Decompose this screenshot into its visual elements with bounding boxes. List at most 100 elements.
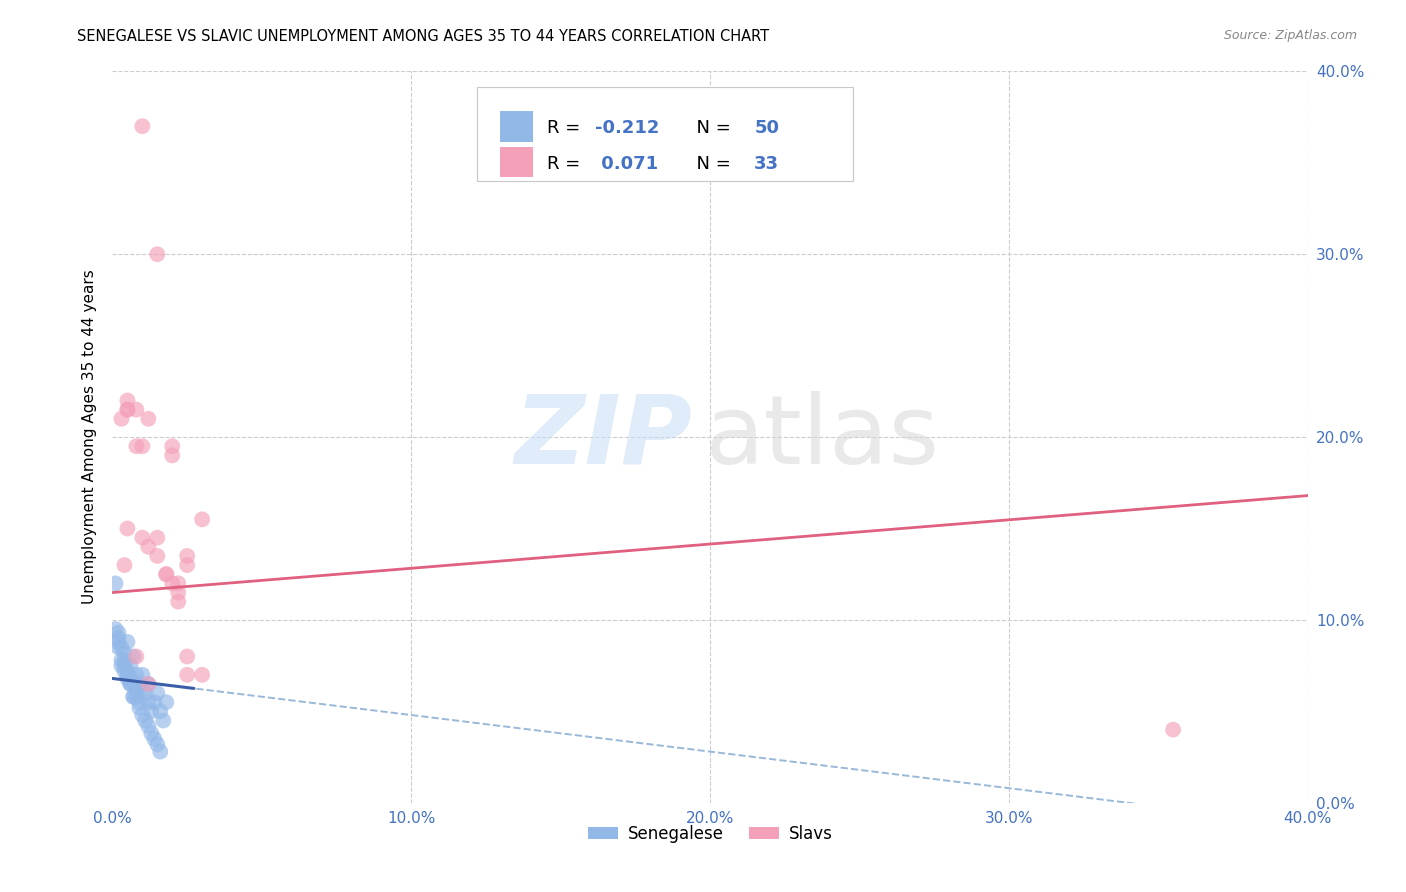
Point: [131, 531, 153, 545]
Point: [176, 649, 198, 664]
Point: [125, 439, 148, 453]
Point: [134, 686, 156, 700]
Point: [117, 672, 139, 686]
Point: [155, 567, 177, 582]
Point: [191, 512, 214, 526]
Point: [117, 635, 139, 649]
Point: [110, 658, 132, 673]
Point: [162, 576, 183, 591]
Point: [104, 576, 127, 591]
Point: [125, 682, 148, 697]
Point: [114, 646, 135, 660]
Point: [146, 549, 169, 563]
Text: atlas: atlas: [704, 391, 939, 483]
Point: [114, 558, 135, 573]
Point: [122, 690, 145, 704]
Point: [107, 632, 129, 646]
Point: [149, 745, 172, 759]
Point: [176, 558, 198, 573]
Point: [162, 448, 183, 462]
Point: [117, 402, 139, 417]
Point: [114, 664, 135, 678]
Point: [146, 247, 169, 261]
Point: [122, 690, 145, 704]
Point: [143, 731, 166, 746]
Point: [114, 658, 135, 673]
Point: [143, 695, 166, 709]
Point: [110, 640, 132, 655]
Point: [167, 594, 190, 608]
Point: [138, 719, 160, 733]
Point: [146, 531, 169, 545]
Text: 0.071: 0.071: [595, 155, 658, 173]
Point: [120, 672, 142, 686]
Point: [125, 402, 148, 417]
Text: N =: N =: [685, 120, 737, 137]
Point: [138, 540, 160, 554]
Text: ZIP: ZIP: [515, 391, 692, 483]
Point: [120, 677, 142, 691]
Point: [149, 705, 172, 719]
Point: [176, 549, 198, 563]
Text: -0.212: -0.212: [595, 120, 659, 137]
Legend: Senegalese, Slavs: Senegalese, Slavs: [581, 818, 839, 849]
Point: [128, 695, 150, 709]
Point: [125, 667, 148, 681]
Point: [122, 649, 145, 664]
Point: [155, 567, 177, 582]
Point: [131, 682, 153, 697]
Text: SENEGALESE VS SLAVIC UNEMPLOYMENT AMONG AGES 35 TO 44 YEARS CORRELATION CHART: SENEGALESE VS SLAVIC UNEMPLOYMENT AMONG …: [77, 29, 769, 44]
Point: [125, 682, 148, 697]
Point: [138, 412, 160, 426]
Text: N =: N =: [685, 155, 737, 173]
Point: [131, 439, 153, 453]
Point: [138, 677, 160, 691]
Point: [128, 677, 150, 691]
Point: [167, 576, 190, 591]
Text: 33: 33: [754, 155, 779, 173]
Point: [191, 667, 214, 681]
Point: [131, 708, 153, 723]
Point: [146, 686, 169, 700]
Point: [125, 690, 148, 704]
Point: [138, 677, 160, 691]
Point: [110, 412, 132, 426]
Point: [146, 737, 169, 751]
Point: [128, 700, 150, 714]
Point: [131, 120, 153, 134]
Point: [152, 714, 174, 728]
Point: [138, 695, 160, 709]
Point: [107, 640, 129, 655]
Point: [114, 653, 135, 667]
Point: [1161, 723, 1184, 737]
Point: [131, 667, 153, 681]
Point: [162, 439, 183, 453]
Point: [117, 667, 139, 681]
Point: [141, 726, 163, 740]
Text: 50: 50: [754, 120, 779, 137]
Text: R =: R =: [547, 155, 586, 173]
Point: [141, 705, 163, 719]
Point: [167, 585, 190, 599]
Point: [155, 695, 177, 709]
Y-axis label: Unemployment Among Ages 35 to 44 years: Unemployment Among Ages 35 to 44 years: [82, 269, 97, 605]
Point: [125, 649, 148, 664]
Point: [107, 635, 129, 649]
Point: [104, 622, 127, 636]
Point: [107, 625, 129, 640]
Text: R =: R =: [547, 120, 586, 137]
Point: [120, 677, 142, 691]
Point: [176, 667, 198, 681]
FancyBboxPatch shape: [477, 87, 853, 181]
Point: [117, 521, 139, 535]
FancyBboxPatch shape: [499, 111, 533, 142]
Text: Source: ZipAtlas.com: Source: ZipAtlas.com: [1223, 29, 1357, 42]
Point: [122, 677, 145, 691]
Point: [120, 658, 142, 673]
Point: [117, 393, 139, 408]
Point: [134, 714, 156, 728]
Point: [110, 653, 132, 667]
Point: [117, 402, 139, 417]
FancyBboxPatch shape: [499, 146, 533, 178]
Point: [117, 664, 139, 678]
